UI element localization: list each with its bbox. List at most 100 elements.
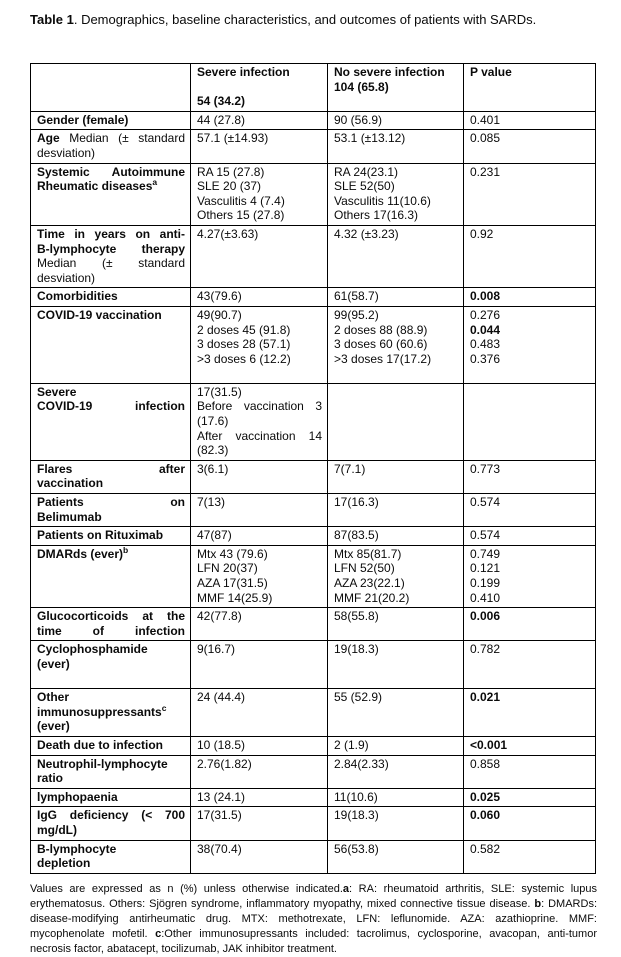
cell-line: 17(31.5) bbox=[197, 385, 322, 400]
cell-line: Patients on Rituximab bbox=[37, 528, 185, 543]
severe-infection-cell: 17(31.5) bbox=[190, 806, 328, 841]
text-segment: COVID-19 infection bbox=[37, 399, 185, 414]
cell-line: COVID-19 vaccination bbox=[37, 308, 185, 323]
text-segment: Table 1 bbox=[30, 12, 74, 27]
cell-line: 44 (27.8) bbox=[197, 113, 322, 128]
no-severe-infection-cell: Mtx 85(81.7) LFN 52(50) AZA 23(22.1) MMF 21… bbox=[327, 544, 464, 609]
text-segment: Belimumab bbox=[37, 509, 102, 524]
text-segment: 0.782 bbox=[470, 642, 501, 657]
cell-line: 53.1 (±13.12) bbox=[334, 131, 458, 146]
row-label-cell: Time in years on anti-B-⁠lymphocyte ther… bbox=[30, 224, 191, 289]
superscript-marker: a bbox=[152, 177, 158, 188]
table-row: lymphopaenia 13 (24.1) 11(10.6) 0.025 bbox=[30, 787, 596, 808]
text-segment: depletion bbox=[37, 856, 91, 871]
cell-line: Neutrophil-lymphocyte ratio bbox=[37, 757, 185, 786]
p-value-cell: <0.001 bbox=[463, 735, 596, 756]
severe-infection-cell: 17(31.5) Before vaccination 3 (17.6) After… bbox=[190, 382, 328, 461]
no-severe-infection-cell: 87(83.5) bbox=[327, 526, 464, 546]
text-segment: RA 24(23.1) bbox=[334, 164, 399, 179]
text-segment: 17(31.5) bbox=[197, 384, 242, 399]
table-caption: Table 1. Demographics, baseline characte… bbox=[30, 12, 597, 28]
p-value-cell: 0.749 0.121 0.199 0.410 bbox=[463, 544, 596, 609]
text-segment: 44 (27.8) bbox=[197, 112, 246, 127]
cell-line: 17(31.5) bbox=[197, 808, 322, 823]
text-segment: Comorbidities bbox=[37, 289, 118, 304]
row-label-cell: Systemic Autoimmune Rheumatic diseasesa bbox=[30, 162, 191, 226]
table-footnote: Values are expressed as n (%) unless oth… bbox=[30, 882, 597, 957]
cell-line: 7(13) bbox=[197, 495, 322, 510]
cell-line: Systemic Autoimmune Rheumatic diseasesa bbox=[37, 165, 185, 194]
text-segment: 61(58.7) bbox=[334, 289, 379, 304]
table-row: Severe COVID-19 infection 17(31.5) Before v… bbox=[30, 382, 596, 461]
text-segment: Others 15 (27.8) bbox=[197, 208, 285, 223]
no-severe-infection-cell: 2.84(2.33) bbox=[327, 754, 464, 789]
text-segment: IgG deficiency (< 700 bbox=[37, 808, 185, 823]
p-value-cell: 0.085 bbox=[463, 129, 596, 164]
cell-line: 99(95.2) bbox=[334, 308, 458, 323]
severe-infection-cell: 3(6.1) bbox=[190, 459, 328, 495]
no-severe-infection-cell: 99(95.2) 2 doses 88 (88.9) 3 doses 60 (60.… bbox=[327, 305, 464, 384]
cell-line: 2 doses 45 (91.8) bbox=[197, 323, 322, 338]
cell-line: 55 (52.9) bbox=[334, 690, 458, 705]
text-segment: a bbox=[342, 882, 350, 895]
header-p-value-cell: P value bbox=[463, 63, 596, 112]
cell-line: 0.574 bbox=[470, 528, 590, 543]
text-segment: B-lymphocyte bbox=[37, 841, 117, 856]
text-segment: 87(83.5) bbox=[334, 528, 379, 543]
text-segment: 42(77.8) bbox=[197, 609, 242, 624]
text-segment: Death due to infection bbox=[37, 737, 163, 752]
document-page: Table 1. Demographics, baseline characte… bbox=[30, 12, 597, 955]
cell-line: <0.001 bbox=[470, 738, 590, 753]
cell-line bbox=[37, 672, 185, 687]
table-row: IgG deficiency (< 700 mg/dL) 17(31.5) 19(18… bbox=[30, 806, 596, 841]
text-segment: Gender (female) bbox=[37, 112, 129, 127]
cell-line: B-lymphocyte depletion bbox=[37, 842, 185, 871]
row-label-cell: IgG deficiency (< 700 mg/dL) bbox=[30, 806, 191, 841]
cell-line: AZA 23(22.1) bbox=[334, 576, 458, 591]
cell-line: 0.044 bbox=[470, 323, 590, 338]
text-segment: P value bbox=[470, 65, 512, 79]
cell-line: 90 (56.9) bbox=[334, 113, 458, 128]
cell-line: 0.574 bbox=[470, 495, 590, 510]
cell-line: 9(16.7) bbox=[197, 642, 322, 657]
no-severe-infection-cell: 53.1 (±13.12) bbox=[327, 129, 464, 164]
cell-line: MMF 14(25.9) bbox=[197, 591, 322, 606]
row-label-cell: DMARds (ever)b bbox=[30, 544, 191, 609]
text-segment: 0.121 bbox=[470, 561, 501, 576]
cell-line: 0.749 bbox=[470, 547, 590, 562]
text-segment: 0.574 bbox=[470, 495, 501, 510]
text-segment: 58(55.8) bbox=[334, 609, 379, 624]
cell-line: 0.006 bbox=[470, 609, 590, 624]
cell-line: 0.782 bbox=[470, 642, 590, 657]
cell-line: 0.121 bbox=[470, 561, 590, 576]
table-row: Neutrophil-lymphocyte ratio 2.76(1.82) 2.84… bbox=[30, 754, 596, 789]
cell-line: Time in years on anti-B-⁠lymphocyte ther… bbox=[37, 227, 185, 285]
cell-line: 0.276 bbox=[470, 308, 590, 323]
row-label-cell: Other immunosuppressantsc (ever) bbox=[30, 688, 191, 737]
row-label-cell: Flares after vaccination bbox=[30, 459, 191, 495]
cell-line: Others 15 (27.8) bbox=[197, 208, 322, 223]
cell-line bbox=[197, 80, 322, 95]
text-segment: mg/dL) bbox=[37, 822, 77, 837]
table-row: Time in years on anti-B-⁠lymphocyte ther… bbox=[30, 224, 596, 289]
text-segment: 0.006 bbox=[470, 609, 501, 624]
text-segment: Patients on bbox=[37, 495, 185, 510]
cell-line: 49(90.7) bbox=[197, 308, 322, 323]
cell-line: Death due to infection bbox=[37, 738, 185, 753]
text-segment: ratio bbox=[37, 771, 64, 786]
cell-line: Age Median (± standard desviation) bbox=[37, 131, 185, 160]
cell-line: IgG deficiency (< 700 mg/dL) bbox=[37, 808, 185, 837]
text-segment: 0.773 bbox=[470, 461, 501, 476]
cell-line: 4.32 (±3.23) bbox=[334, 227, 458, 242]
text-segment: After vaccination 14 (82.3) bbox=[197, 428, 322, 458]
text-segment: 24 (44.4) bbox=[197, 690, 246, 705]
cell-line bbox=[197, 366, 322, 381]
cell-line: 2 doses 88 (88.9) bbox=[334, 323, 458, 338]
text-segment: Other immunosuppressants bbox=[37, 690, 162, 719]
p-value-cell: 0.401 bbox=[463, 110, 596, 131]
row-label-cell: Glucocorticoids at the time of infection bbox=[30, 607, 191, 642]
text-segment: Mtx 43 (79.6) bbox=[197, 546, 268, 561]
text-segment: : RA: rheumatoid arthritis, SLE: systemi… bbox=[30, 882, 597, 910]
text-segment: Severe infection bbox=[197, 65, 290, 79]
text-segment: lymphopaenia bbox=[37, 789, 118, 804]
